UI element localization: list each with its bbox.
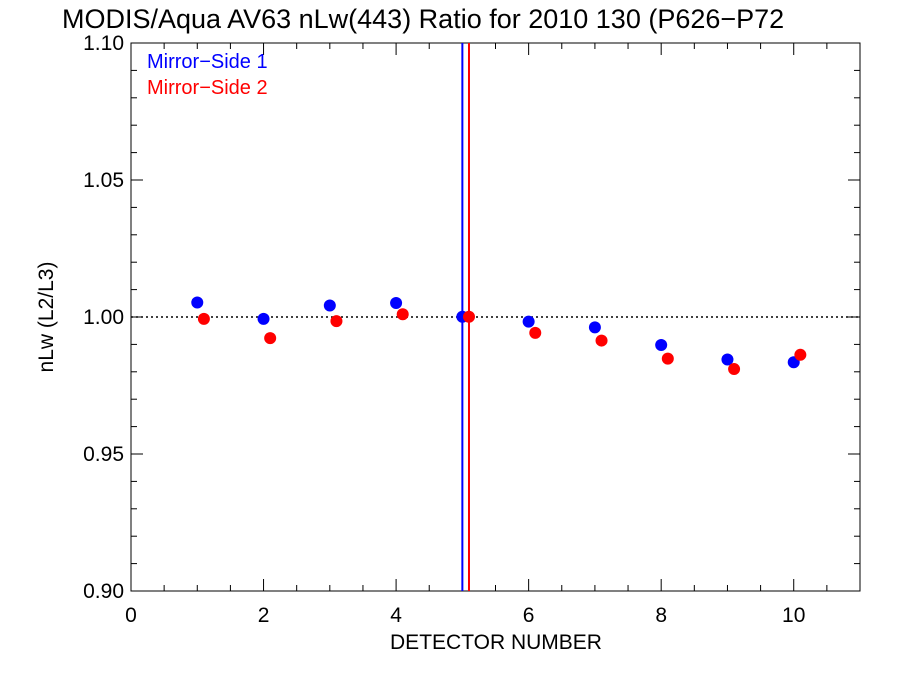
chart-title: MODIS/Aqua AV63 nLw(443) Ratio for 2010 … [62,4,784,34]
point-series-1 [257,312,270,325]
y-tick-label: 0.90 [83,580,124,603]
point-series-2 [794,348,807,361]
legend: Mirror−Side 1 Mirror−Side 2 [147,51,268,99]
legend-entry-series-1: Mirror−Side 1 [147,51,268,73]
axis-tick-labels: 0 2 4 6 8 10 0.90 0.95 1.00 1.05 1.10 [83,32,805,627]
point-series-1 [191,296,204,309]
x-tick-label: 0 [125,604,137,627]
point-series-2 [728,363,741,376]
y-tick-label: 1.10 [83,32,124,55]
point-series-2 [396,308,409,321]
legend-entry-series-2: Mirror−Side 2 [147,77,268,99]
y-tick-label: 1.00 [83,306,124,329]
x-axis-label: DETECTOR NUMBER [390,631,602,654]
axis-ticks [130,42,861,592]
x-tick-label: 4 [390,604,402,627]
x-tick-label: 6 [523,604,535,627]
y-tick-label: 0.95 [83,443,124,466]
point-series-2 [462,310,475,323]
point-series-1 [522,315,535,328]
point-series-2 [661,352,674,365]
point-series-1 [390,297,403,310]
x-tick-label: 8 [655,604,667,627]
point-series-2 [330,315,343,328]
point-series-1 [588,321,601,334]
y-axis-label: nLw (L2/L3) [35,262,58,373]
point-series-2 [595,334,608,347]
x-tick-label: 2 [258,604,270,627]
point-series-2 [529,326,542,339]
data-points [191,296,807,376]
point-series-1 [655,338,668,351]
y-tick-label: 1.05 [83,169,124,192]
x-tick-label: 10 [782,604,805,627]
point-series-1 [323,299,336,312]
plot-frame [130,42,861,592]
point-series-2 [197,312,210,325]
point-series-2 [264,332,277,345]
point-series-1 [721,353,734,366]
